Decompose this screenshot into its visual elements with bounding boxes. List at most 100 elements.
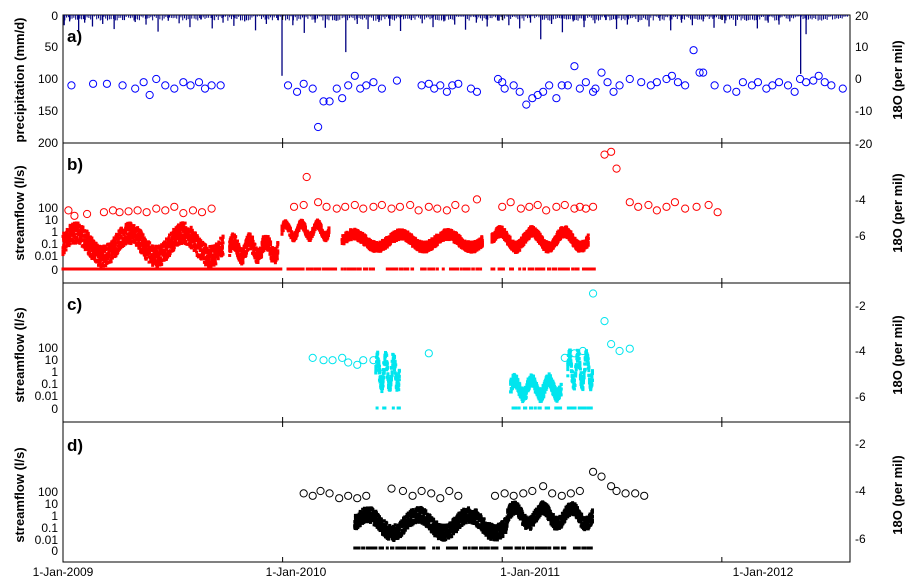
streamflow-point [501, 267, 505, 271]
streamflow-point [517, 247, 521, 251]
streamflow-point [554, 267, 558, 271]
streamflow-point [280, 232, 284, 236]
streamflow-point [274, 258, 278, 262]
panel-a-y2tick: 10 [855, 40, 869, 54]
streamflow-point [586, 241, 590, 245]
streamflow-point [98, 244, 102, 248]
streamflow-point [480, 238, 484, 242]
isotope-point [738, 78, 748, 87]
streamflow-point [149, 248, 153, 252]
isotope-point [809, 76, 818, 85]
streamflow-point [400, 267, 404, 271]
isotope-point [768, 81, 777, 90]
streamflow-point [364, 234, 368, 238]
isotope-point [723, 84, 732, 93]
streamflow-point [450, 229, 454, 233]
streamflow-point [504, 230, 508, 234]
streamflow-point [109, 260, 113, 264]
streamflow-point [151, 244, 155, 248]
isotope-point [314, 122, 323, 132]
streamflow-point [90, 241, 94, 245]
streamflow-point [537, 237, 541, 241]
streamflow-point [245, 245, 249, 249]
streamflow-point [275, 254, 279, 258]
streamflow-point [479, 267, 483, 271]
streamflow-point [175, 235, 179, 239]
streamflow-point [427, 267, 431, 271]
isotope-point [615, 81, 624, 90]
streamflow-point [145, 256, 149, 260]
streamflow-point [136, 241, 140, 245]
isotope-point [710, 81, 719, 90]
streamflow-point [80, 232, 84, 236]
streamflow-point [529, 267, 533, 271]
streamflow-point [571, 233, 575, 237]
streamflow-point [119, 234, 123, 238]
streamflow-point [207, 257, 211, 261]
isotope-point [170, 84, 179, 93]
streamflow-point [177, 242, 181, 246]
streamflow-point [461, 238, 465, 242]
streamflow-point [83, 240, 87, 244]
streamflow-point [160, 258, 164, 262]
streamflow-point [99, 254, 103, 258]
streamflow-point [200, 243, 204, 247]
streamflow-point [112, 239, 116, 243]
isotope-point [186, 81, 195, 90]
isotope-point [161, 81, 170, 90]
streamflow-point [170, 241, 174, 245]
streamflow-point [557, 267, 561, 271]
streamflow-point [243, 250, 247, 254]
streamflow-point [204, 250, 208, 254]
streamflow-point [150, 246, 154, 250]
streamflow-point [414, 244, 418, 248]
panel-b-label: b) [67, 155, 83, 174]
streamflow-point [548, 267, 552, 271]
streamflow-point [116, 250, 120, 254]
streamflow-point [71, 238, 75, 242]
streamflow-point [536, 267, 540, 271]
streamflow-point [207, 260, 211, 264]
isotope-point [319, 97, 328, 106]
streamflow-point [508, 235, 512, 239]
streamflow-point [68, 223, 72, 227]
streamflow-point [65, 230, 69, 234]
streamflow-point [560, 267, 564, 271]
streamflow-point [185, 242, 189, 246]
streamflow-point [76, 221, 80, 225]
streamflow-point [395, 232, 399, 236]
streamflow-point [142, 245, 146, 249]
streamflow-point [301, 267, 305, 271]
streamflow-point [473, 244, 477, 248]
streamflow-point [232, 239, 236, 243]
streamflow-point [586, 233, 590, 237]
streamflow-point [80, 229, 84, 233]
streamflow-point [177, 223, 181, 227]
streamflow-point [214, 262, 218, 266]
streamflow-point [406, 231, 410, 235]
streamflow-point [308, 238, 312, 242]
streamflow-point [110, 256, 114, 260]
streamflow-point [477, 247, 481, 251]
streamflow-point [139, 241, 143, 245]
streamflow-point [213, 259, 217, 263]
streamflow-point [288, 227, 292, 231]
streamflow-point [107, 255, 111, 259]
streamflow-point [368, 239, 372, 243]
streamflow-point [207, 259, 211, 263]
streamflow-point [220, 238, 224, 242]
isotope-point [557, 81, 566, 90]
isotope-point [609, 87, 618, 96]
streamflow-point [427, 248, 431, 252]
streamflow-point [98, 262, 102, 266]
streamflow-point [164, 252, 168, 256]
streamflow-point [258, 246, 262, 250]
streamflow-point [269, 240, 273, 244]
streamflow-point [172, 234, 176, 238]
isotope-point [344, 81, 353, 90]
streamflow-point [240, 248, 244, 252]
isotope-point [790, 87, 799, 96]
isotope-point [673, 78, 683, 87]
streamflow-point [148, 251, 152, 255]
streamflow-point [62, 244, 66, 248]
